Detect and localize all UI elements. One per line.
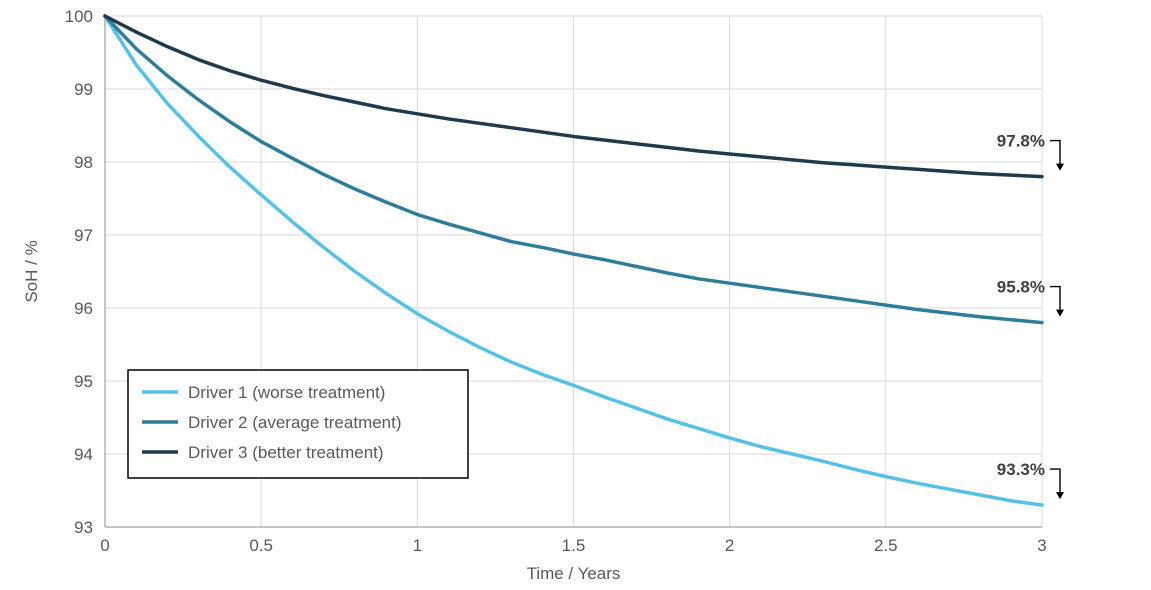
- x-tick-label: 1.5: [562, 536, 586, 555]
- soh-line-chart: 0 0.5 1 1.5 2 2.5 3 93 94 95 96 97 98 99 100 Time / Yea…: [0, 0, 1151, 590]
- y-tick-label: 94: [74, 445, 93, 464]
- y-tick-label: 97: [74, 226, 93, 245]
- legend-label-0: Driver 1 (worse treatment): [188, 383, 385, 402]
- end-label-2: 97.8%: [997, 132, 1045, 151]
- y-tick-label: 95: [74, 372, 93, 391]
- legend: Driver 1 (worse treatment) Driver 2 (aver…: [128, 370, 468, 478]
- legend-label-1: Driver 2 (average treatment): [188, 413, 402, 432]
- y-tick-label: 100: [65, 7, 93, 26]
- end-label-1: 95.8%: [997, 278, 1045, 297]
- x-axis-title: Time / Years: [527, 564, 621, 583]
- x-tick-label: 0.5: [249, 536, 273, 555]
- y-axis-title: SoH / %: [22, 240, 41, 302]
- x-tick-label: 0: [100, 536, 109, 555]
- end-label-0: 93.3%: [997, 460, 1045, 479]
- x-tick-label: 2: [725, 536, 734, 555]
- y-tick-label: 99: [74, 80, 93, 99]
- y-tick-label: 96: [74, 299, 93, 318]
- legend-label-2: Driver 3 (better treatment): [188, 443, 384, 462]
- x-tick-label: 1: [413, 536, 422, 555]
- x-tick-label: 3: [1037, 536, 1046, 555]
- y-tick-label: 98: [74, 153, 93, 172]
- y-tick-label: 93: [74, 518, 93, 537]
- x-tick-label: 2.5: [874, 536, 898, 555]
